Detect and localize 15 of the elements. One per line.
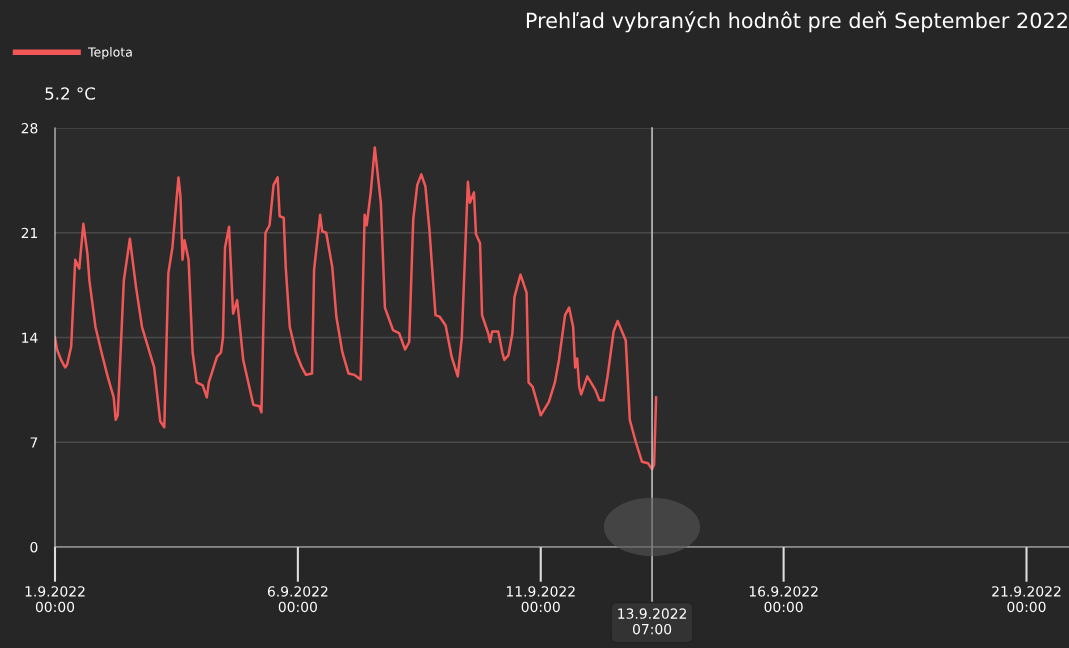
y-tick-label: 21 (21, 227, 38, 239)
x-tick-label: 6.9.2022 00:00 (267, 586, 328, 613)
ref-line-label: 13.9.2022 07:00 (618, 608, 687, 635)
y-tick-label: 14 (22, 332, 38, 343)
y-tick-label: 7 (30, 437, 38, 448)
x-tick-label: 1.9.2022 00:00 (25, 586, 85, 613)
x-tick-label: 11.9.2022 00:00 (506, 586, 575, 613)
x-tick-label: 16.9.2022 00:00 (749, 586, 818, 613)
chart-title: Prehľad vybraných hodnôt pre deň September 2022 (526, 11, 1067, 33)
text: 5.2 °C (45, 87, 95, 100)
y-tick-label: 28 (21, 122, 38, 134)
legend-label: Teplota (88, 47, 132, 60)
y-tick-label: 0 (30, 541, 38, 553)
x-tick-label: 21.9.2022 00:00 (992, 586, 1061, 613)
line-series (55, 146, 658, 471)
